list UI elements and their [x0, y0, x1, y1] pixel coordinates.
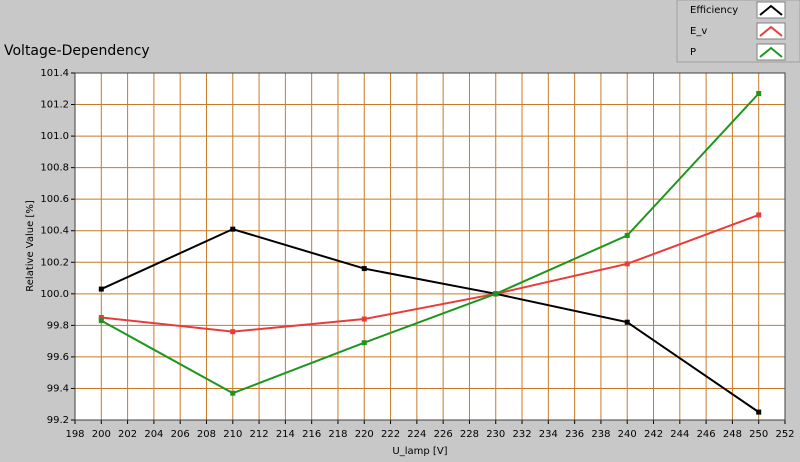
x-tick-label: 216	[302, 429, 321, 440]
x-tick-label: 202	[118, 429, 137, 440]
x-tick-label: 232	[512, 429, 531, 440]
x-tick-label: 224	[407, 429, 426, 440]
chart-title: Voltage-Dependency	[4, 43, 150, 59]
legend-label: E_v	[690, 26, 707, 37]
y-tick-label: 99.6	[47, 352, 69, 363]
point-marker	[624, 319, 630, 325]
legend-icon-box	[756, 22, 786, 40]
x-tick-label: 242	[644, 429, 663, 440]
x-tick-label: 200	[92, 429, 111, 440]
y-tick-label: 99.4	[47, 383, 69, 394]
x-tick-label: 198	[65, 429, 84, 440]
x-tick-label: 250	[749, 429, 768, 440]
y-tick-label: 101.0	[40, 131, 69, 142]
point-marker	[98, 314, 104, 320]
x-tick-label: 218	[328, 429, 347, 440]
x-axis-label: U_lamp [V]	[392, 446, 447, 457]
point-marker	[98, 318, 104, 324]
x-tick-label: 246	[697, 429, 716, 440]
x-tick-label: 238	[591, 429, 610, 440]
y-tick-label: 100.4	[40, 226, 69, 237]
x-tick-label: 220	[355, 429, 374, 440]
point-marker	[624, 261, 630, 267]
x-tick-label: 230	[486, 429, 505, 440]
x-tick-label: 204	[144, 429, 163, 440]
point-marker	[756, 91, 762, 97]
x-tick-label: 252	[775, 429, 794, 440]
x-tick-label: 214	[276, 429, 295, 440]
legend-icon-box	[756, 43, 786, 61]
point-marker	[361, 266, 367, 272]
y-tick-label: 100.6	[40, 194, 69, 205]
y-tick-label: 101.4	[40, 68, 69, 79]
point-marker	[230, 390, 236, 396]
legend-icon	[759, 46, 783, 58]
legend-icon-box	[756, 1, 786, 19]
plot-area	[75, 73, 785, 420]
point-marker	[230, 226, 236, 232]
y-tick-label: 99.8	[47, 320, 69, 331]
x-tick-label: 206	[171, 429, 190, 440]
x-tick-label: 212	[250, 429, 269, 440]
x-tick-label: 222	[381, 429, 400, 440]
x-tick-label: 208	[197, 429, 216, 440]
point-marker	[624, 232, 630, 238]
point-marker	[361, 340, 367, 346]
point-marker	[230, 329, 236, 335]
point-marker	[98, 286, 104, 292]
y-tick-label: 100.8	[40, 163, 69, 174]
y-tick-label: 99.2	[47, 415, 69, 426]
y-tick-label: 100.2	[40, 257, 69, 268]
x-tick-label: 234	[539, 429, 558, 440]
point-marker	[361, 316, 367, 322]
legend-label: P	[690, 47, 696, 58]
series-line	[101, 214, 760, 333]
y-axis-label: Relative Value [%]	[25, 200, 36, 292]
point-marker	[493, 291, 499, 297]
x-tick-label: 226	[434, 429, 453, 440]
y-tick-label: 101.2	[40, 100, 69, 111]
plot-frame	[74, 72, 786, 421]
x-tick-label: 228	[460, 429, 479, 440]
x-tick-label: 210	[223, 429, 242, 440]
x-tick-label: 236	[565, 429, 584, 440]
series-line	[100, 92, 760, 395]
point-marker	[756, 409, 762, 415]
point-marker	[756, 212, 762, 218]
y-tick-label: 100.0	[40, 289, 69, 300]
series-line	[100, 228, 760, 413]
x-tick-label: 248	[723, 429, 742, 440]
x-tick-label: 240	[618, 429, 637, 440]
legend-label: Efficiency	[690, 5, 738, 16]
x-tick-label: 244	[670, 429, 689, 440]
legend-icon	[759, 25, 783, 37]
legend-icon	[759, 4, 783, 16]
